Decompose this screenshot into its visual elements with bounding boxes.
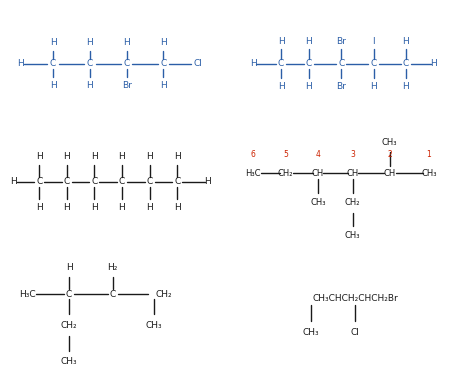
- Text: H: H: [66, 263, 73, 272]
- Text: Br: Br: [122, 81, 131, 90]
- Text: H₂: H₂: [108, 263, 118, 272]
- Text: H: H: [370, 82, 377, 91]
- Text: Cl: Cl: [193, 59, 202, 68]
- Text: H: H: [250, 59, 256, 68]
- Text: C: C: [50, 59, 56, 68]
- Text: C: C: [119, 177, 125, 186]
- Text: H: H: [146, 203, 153, 212]
- Text: H: H: [174, 203, 181, 212]
- Text: C: C: [370, 59, 377, 68]
- Text: H₃C: H₃C: [246, 169, 261, 178]
- Text: C: C: [338, 59, 344, 68]
- Text: C: C: [278, 59, 284, 68]
- Text: H: H: [91, 152, 98, 161]
- Text: CH₂: CH₂: [278, 169, 293, 178]
- Text: C: C: [123, 59, 130, 68]
- Text: C: C: [87, 59, 93, 68]
- Text: CH₃: CH₃: [382, 138, 398, 147]
- Text: H: H: [278, 82, 284, 91]
- Text: 5: 5: [283, 150, 288, 160]
- Text: Br: Br: [336, 82, 346, 91]
- Text: CH₃CHCH₂CHCH₂Br: CH₃CHCH₂CHCH₂Br: [312, 294, 398, 302]
- Text: H: H: [174, 152, 181, 161]
- Text: H: H: [430, 59, 437, 68]
- Text: H₃C: H₃C: [19, 290, 36, 299]
- Text: Br: Br: [336, 37, 346, 45]
- Text: CH: CH: [312, 169, 324, 178]
- Text: CH₂: CH₂: [345, 198, 360, 207]
- Text: H: H: [50, 81, 56, 90]
- Text: C: C: [64, 177, 70, 186]
- Text: H: H: [86, 38, 93, 47]
- Text: CH₃: CH₃: [303, 328, 319, 337]
- Text: H: H: [64, 152, 70, 161]
- Text: H: H: [36, 152, 43, 161]
- Text: 2: 2: [387, 150, 392, 160]
- Text: H: H: [402, 37, 409, 45]
- Text: H: H: [305, 82, 312, 91]
- Text: Cl: Cl: [351, 328, 359, 337]
- Text: H: H: [91, 203, 98, 212]
- Text: H: H: [10, 177, 18, 186]
- Text: H: H: [50, 38, 56, 47]
- Text: CH: CH: [346, 169, 359, 178]
- Text: CH₃: CH₃: [310, 198, 326, 207]
- Text: C: C: [174, 177, 180, 186]
- Text: H: H: [18, 59, 24, 68]
- Text: 1: 1: [427, 150, 431, 160]
- Text: C: C: [36, 177, 42, 186]
- Text: CH: CH: [383, 169, 396, 178]
- Text: H: H: [160, 38, 167, 47]
- Text: H: H: [204, 177, 210, 186]
- Text: C: C: [109, 290, 116, 299]
- Text: C: C: [91, 177, 98, 186]
- Text: CH₃: CH₃: [61, 358, 77, 366]
- Text: H: H: [402, 82, 409, 91]
- Text: 4: 4: [316, 150, 320, 160]
- Text: CH₃: CH₃: [146, 321, 163, 330]
- Text: CH₃: CH₃: [421, 169, 437, 178]
- Text: H: H: [36, 203, 43, 212]
- Text: CH₂: CH₂: [61, 321, 77, 330]
- Text: C: C: [146, 177, 153, 186]
- Text: CH₃: CH₃: [345, 231, 360, 240]
- Text: C: C: [66, 290, 72, 299]
- Text: H: H: [118, 152, 125, 161]
- Text: H: H: [278, 37, 284, 45]
- Text: H: H: [123, 38, 130, 47]
- Text: H: H: [146, 152, 153, 161]
- Text: H: H: [64, 203, 70, 212]
- Text: H: H: [86, 81, 93, 90]
- Text: 6: 6: [251, 150, 255, 160]
- Text: C: C: [160, 59, 166, 68]
- Text: I: I: [372, 37, 375, 45]
- Text: C: C: [403, 59, 409, 68]
- Text: C: C: [306, 59, 312, 68]
- Text: 3: 3: [350, 150, 355, 160]
- Text: H: H: [118, 203, 125, 212]
- Text: H: H: [305, 37, 312, 45]
- Text: CH₂: CH₂: [155, 290, 172, 299]
- Text: H: H: [160, 81, 167, 90]
